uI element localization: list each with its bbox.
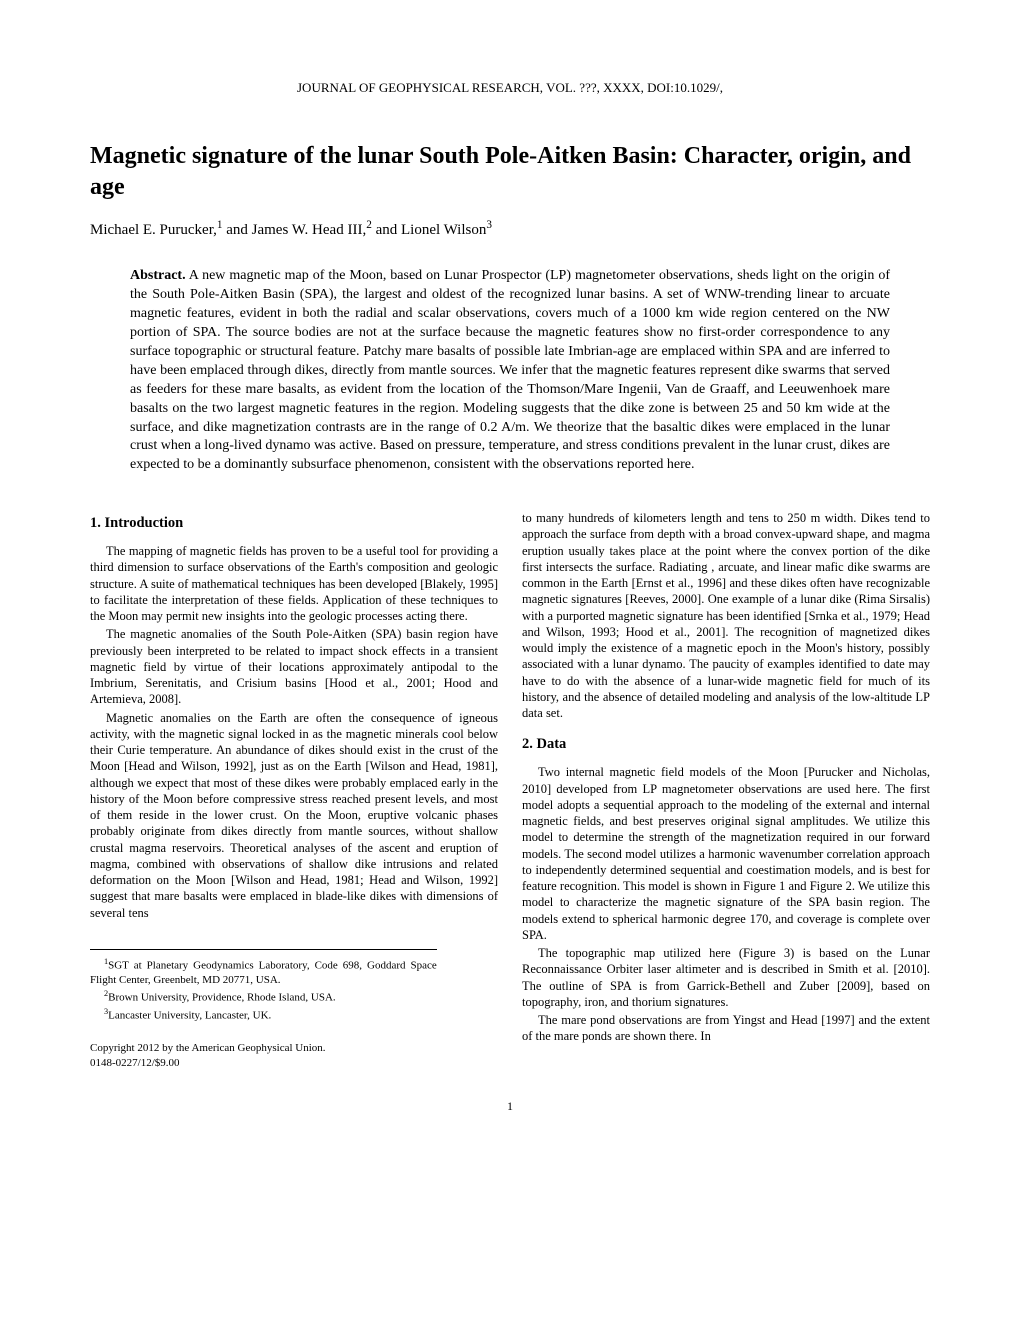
abstract-label: Abstract. bbox=[130, 268, 186, 283]
footnotes-block: 1SGT at Planetary Geodynamics Laboratory… bbox=[90, 949, 437, 1023]
section-2-heading: 2. Data bbox=[522, 735, 930, 754]
abstract-body: A new magnetic map of the Moon, based on… bbox=[130, 268, 890, 472]
paper-title: Magnetic signature of the lunar South Po… bbox=[90, 141, 930, 203]
author-1: Michael E. Purucker, bbox=[90, 222, 217, 238]
col2-continuation-paragraph: to many hundreds of kilometers length an… bbox=[522, 510, 930, 721]
section-2-paragraph-1: Two internal magnetic field models of th… bbox=[522, 764, 930, 943]
abstract-container: Abstract. A new magnetic map of the Moon… bbox=[90, 267, 930, 475]
author-1-affiliation: 1 bbox=[217, 219, 223, 231]
author-3: and Lionel Wilson bbox=[376, 222, 487, 238]
author-3-affiliation: 3 bbox=[486, 219, 492, 231]
section-2-paragraph-3: The mare pond observations are from Ying… bbox=[522, 1012, 930, 1045]
footnote-1: 1SGT at Planetary Geodynamics Laboratory… bbox=[90, 956, 437, 988]
section-1-heading: 1. Introduction bbox=[90, 514, 498, 533]
right-column: to many hundreds of kilometers length an… bbox=[522, 510, 930, 1071]
two-column-layout: 1. Introduction The mapping of magnetic … bbox=[90, 510, 930, 1071]
abstract-text: Abstract. A new magnetic map of the Moon… bbox=[130, 267, 890, 475]
footnote-2: 2Brown University, Providence, Rhode Isl… bbox=[90, 988, 437, 1006]
author-2: and James W. Head III, bbox=[226, 222, 366, 238]
left-column: 1. Introduction The mapping of magnetic … bbox=[90, 510, 498, 1071]
section-1-paragraph-3: Magnetic anomalies on the Earth are ofte… bbox=[90, 710, 498, 921]
journal-header: JOURNAL OF GEOPHYSICAL RESEARCH, VOL. ??… bbox=[90, 80, 930, 96]
section-1-paragraph-2: The magnetic anomalies of the South Pole… bbox=[90, 626, 498, 707]
section-1-paragraph-1: The mapping of magnetic fields has prove… bbox=[90, 543, 498, 624]
copyright-line-1: Copyright 2012 by the American Geophysic… bbox=[90, 1041, 498, 1056]
copyright-line-2: 0148-0227/12/$9.00 bbox=[90, 1056, 498, 1071]
footnote-3: 3Lancaster University, Lancaster, UK. bbox=[90, 1006, 437, 1024]
author-2-affiliation: 2 bbox=[366, 219, 372, 231]
section-2-paragraph-2: The topographic map utilized here (Figur… bbox=[522, 945, 930, 1010]
copyright-block: Copyright 2012 by the American Geophysic… bbox=[90, 1041, 498, 1071]
page-number: 1 bbox=[90, 1099, 930, 1114]
authors-line: Michael E. Purucker,1 and James W. Head … bbox=[90, 219, 930, 239]
